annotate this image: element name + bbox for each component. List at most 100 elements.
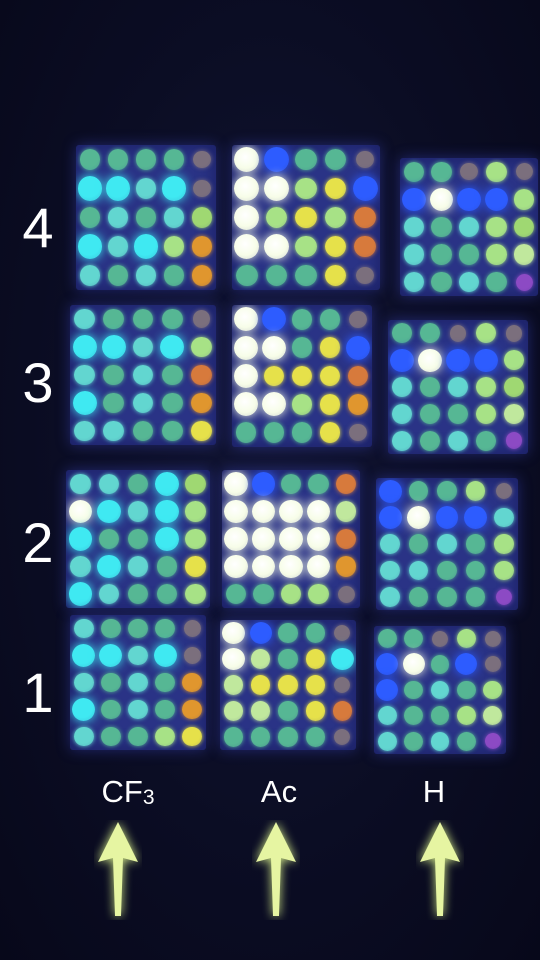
sample-spot [251,649,271,669]
sample-spot [324,148,347,171]
sample-spot [319,308,341,330]
sample-spot [253,583,274,605]
sample-spot [465,587,486,607]
sample-spot [431,271,452,293]
sample-spot [483,706,503,726]
row-label-2: 2 [22,511,54,574]
sample-spot [161,364,183,386]
sample-spot [191,265,213,286]
sample-spot [223,701,244,721]
sample-spot [279,499,303,524]
sample-spot [153,643,177,668]
sample-spot [295,148,317,171]
sample-spot [185,528,206,550]
sample-spot [163,265,185,286]
sample-spot [515,163,533,181]
sample-spot [295,206,317,229]
sample-spot [103,364,125,386]
sample-spot [324,264,347,287]
sample-spot [448,403,468,424]
sample-spot [127,473,149,494]
sample-spot [161,392,183,414]
sample-spot [223,727,244,747]
plate-h-4 [400,158,538,296]
sample-spot [446,348,470,372]
sample-spot [223,499,248,524]
sample-spot [458,216,480,238]
sample-spot [474,348,498,372]
sample-spot [476,430,496,451]
sample-spot [504,350,524,371]
sample-spot [377,706,397,726]
sample-spot [437,481,457,501]
sample-spot [390,348,414,372]
sample-spot [402,653,425,676]
sample-spot [105,176,131,201]
sample-spot [71,643,96,668]
sample-spot [154,499,179,524]
sample-spot [408,481,429,501]
sample-spot [494,534,514,554]
sample-spot [504,403,524,424]
sample-spot [465,560,486,581]
sample-spot [156,583,177,605]
sample-spot [337,585,355,603]
sample-spot [107,236,129,257]
sample-spot [465,481,486,501]
sample-spot [185,583,206,605]
sample-spot [74,308,95,330]
sample-spot [306,499,331,524]
sample-spot [184,647,201,664]
sample-spot [223,675,244,695]
sample-spot [420,323,440,344]
sample-spot [331,647,354,671]
sample-spot [279,554,303,579]
arrow-up-icon-ac [256,822,296,916]
sample-spot [127,556,149,577]
arrow-up-icon-h [420,822,460,916]
sample-spot [278,675,298,695]
sample-spot [163,236,185,257]
sample-spot [100,618,121,639]
sample-spot [380,534,400,554]
plate-h-1 [374,626,506,754]
sample-spot [305,727,325,747]
sample-spot [324,235,347,258]
sample-spot [73,726,94,747]
sample-spot [456,680,476,700]
sample-spot [291,394,313,415]
sample-spot [101,334,126,360]
sample-spot [182,726,203,747]
sample-spot [233,335,259,360]
sample-spot [495,588,512,605]
sample-spot [420,377,440,397]
sample-spot [279,527,303,551]
arrow-up-icon-cf3 [98,822,138,916]
sample-spot [234,234,260,259]
sample-spot [430,731,450,751]
sample-spot [347,365,369,387]
sample-spot [233,307,259,332]
sample-spot [128,699,148,720]
sample-spot [305,649,325,669]
sample-spot [77,176,103,201]
sample-spot [457,187,481,212]
sample-spot [70,473,91,494]
sample-spot [73,618,94,639]
sample-spot [278,701,298,721]
sample-spot [127,501,149,522]
sample-spot [132,420,154,442]
sample-spot [418,348,442,372]
sample-spot [334,624,351,642]
sample-spot [128,672,148,693]
sample-spot [132,364,154,386]
sample-spot [420,403,440,424]
sample-spot [484,187,509,212]
sample-spot [72,334,97,360]
sample-spot [435,506,459,529]
sample-spot [72,390,97,416]
sample-spot [261,307,287,332]
sample-spot [456,731,476,751]
sample-spot [484,630,501,647]
sample-spot [401,187,426,212]
